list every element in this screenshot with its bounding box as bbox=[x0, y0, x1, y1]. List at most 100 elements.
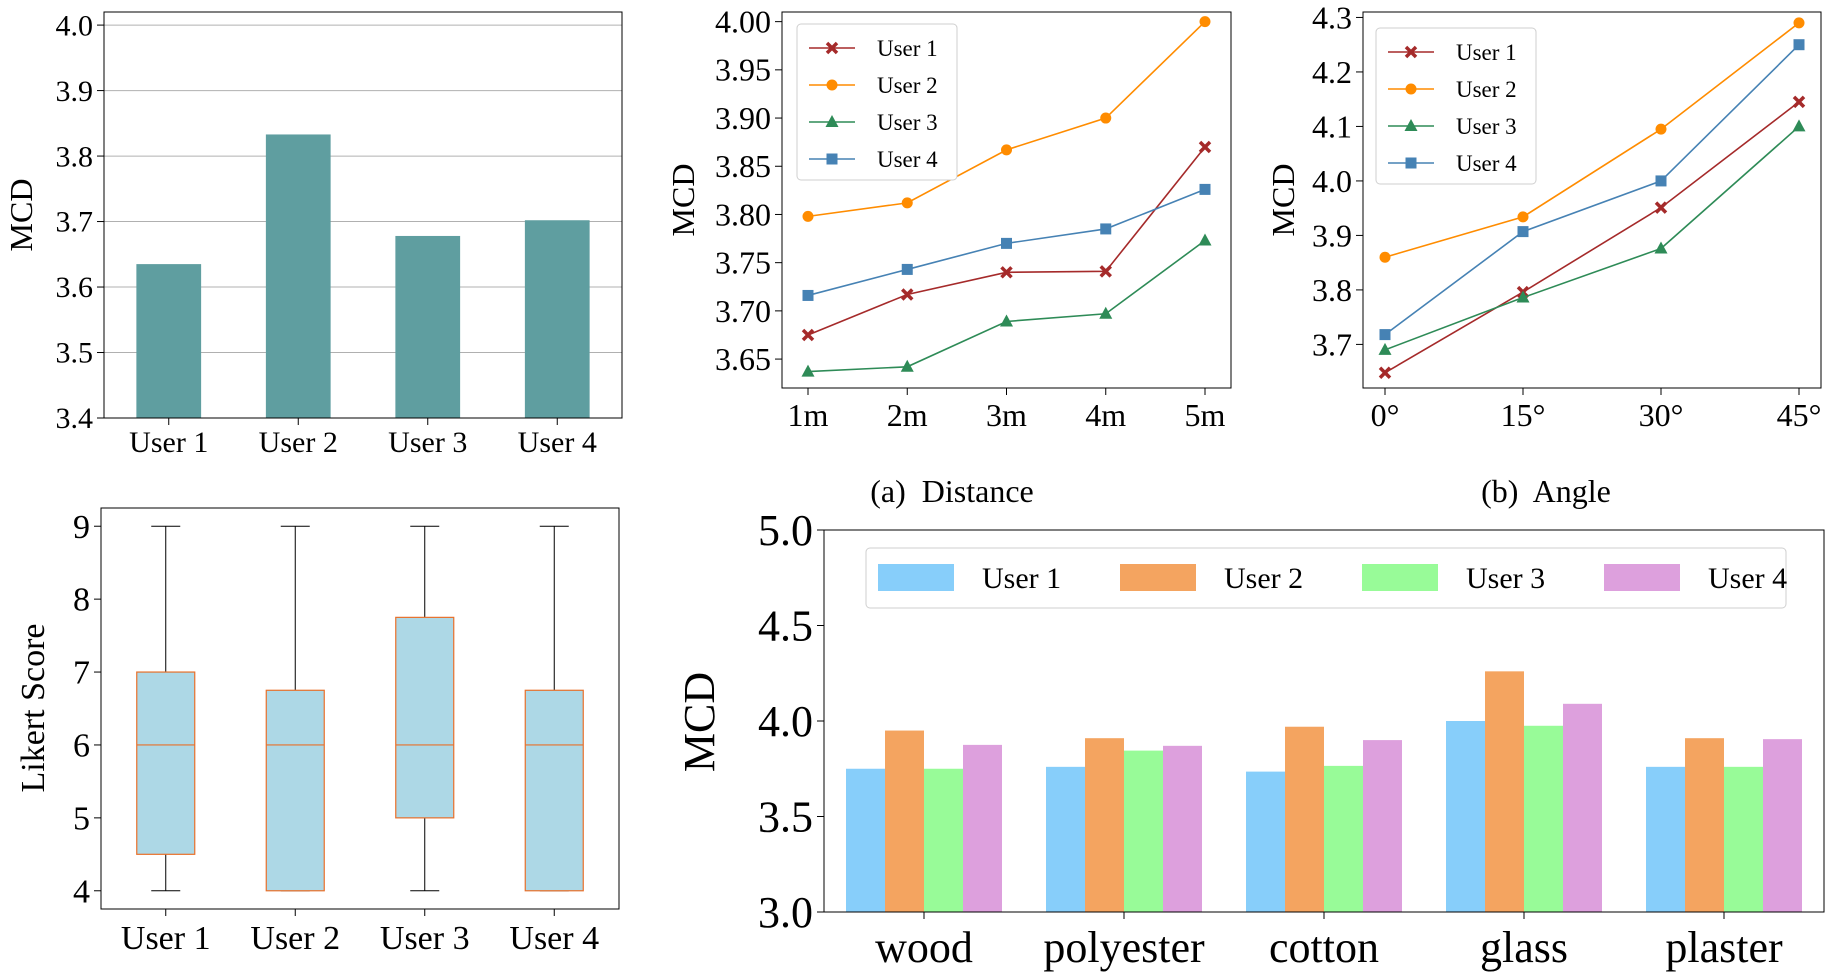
marker-x bbox=[825, 41, 839, 55]
bar bbox=[1685, 738, 1724, 912]
x-tick-label: 5m bbox=[1185, 397, 1226, 433]
bar bbox=[1485, 671, 1524, 912]
bar bbox=[1446, 721, 1485, 912]
marker-triangle bbox=[1404, 119, 1418, 131]
y-axis-label: Likert Score bbox=[15, 624, 52, 793]
marker-x bbox=[1792, 95, 1806, 109]
y-tick-label: 4.1 bbox=[1312, 108, 1352, 144]
y-tick-label: 3.65 bbox=[715, 341, 771, 377]
x-tick-label: 30° bbox=[1639, 397, 1684, 433]
marker-triangle bbox=[1198, 233, 1212, 246]
marker-circle bbox=[1001, 144, 1012, 156]
y-tick-label: 4.0 bbox=[758, 697, 813, 746]
bar bbox=[1324, 765, 1363, 912]
marker-circle bbox=[901, 197, 913, 209]
series-line bbox=[1384, 101, 1800, 374]
y-tick-label: 3.4 bbox=[56, 402, 94, 435]
y-tick-label: 3.0 bbox=[758, 888, 813, 937]
line-chart-angle: MCD (b) Angle 3.7 3.8 3.9 4.0 4.1 4.2 4.3 0° 15°… bbox=[1265, 0, 1822, 509]
marker-x bbox=[1654, 201, 1668, 214]
y-tick-label: 4.00 bbox=[715, 4, 771, 40]
y-tick-label: 8 bbox=[73, 582, 90, 619]
y-tick-label: 3.80 bbox=[715, 196, 771, 232]
marker-triangle bbox=[1792, 119, 1806, 132]
y-axis-label: MCD bbox=[3, 179, 39, 252]
series-line bbox=[1384, 44, 1800, 336]
x-tick-label: 15° bbox=[1501, 397, 1546, 433]
bar bbox=[963, 744, 1002, 912]
x-tick-label: 1m bbox=[788, 397, 829, 433]
y-tick-label: 3.95 bbox=[715, 52, 771, 88]
y-tick-label: 4.3 bbox=[1312, 0, 1352, 35]
y-tick-label: 4 bbox=[73, 873, 90, 910]
marker-x bbox=[801, 328, 815, 342]
marker-square bbox=[802, 289, 814, 301]
box bbox=[136, 671, 196, 855]
legend-label: User 2 bbox=[1456, 77, 1517, 102]
marker-square bbox=[1379, 329, 1391, 341]
x-tick-label: User 2 bbox=[250, 920, 340, 957]
marker-circle bbox=[1100, 112, 1112, 124]
marker-triangle bbox=[825, 115, 839, 127]
bar bbox=[1763, 739, 1802, 912]
y-axis-label: MCD bbox=[675, 672, 724, 772]
marker-triangle bbox=[1516, 290, 1530, 303]
series-line bbox=[807, 239, 1206, 373]
x-tick-label: glass bbox=[1480, 923, 1568, 972]
x-tick-label: wood bbox=[875, 923, 973, 972]
bar bbox=[924, 768, 963, 912]
legend-label: User 3 bbox=[1466, 562, 1545, 595]
y-tick-label: 3.75 bbox=[715, 245, 771, 281]
box bbox=[395, 616, 455, 819]
marker-square bbox=[1100, 223, 1112, 235]
marker-x bbox=[1378, 366, 1392, 379]
box bbox=[524, 689, 584, 892]
marker-square bbox=[1655, 175, 1667, 187]
y-tick-label: 3.70 bbox=[715, 293, 771, 329]
marker-triangle bbox=[1000, 314, 1013, 327]
legend-box bbox=[796, 23, 958, 181]
legend-label: User 4 bbox=[877, 147, 938, 172]
marker-circle bbox=[826, 79, 838, 91]
y-tick-label: 3.6 bbox=[56, 271, 94, 304]
y-tick-label: 6 bbox=[73, 728, 90, 765]
marker-square bbox=[1517, 226, 1529, 238]
y-tick-label: 3.9 bbox=[1312, 217, 1352, 253]
bar bbox=[1724, 766, 1763, 912]
legend-label: User 1 bbox=[1456, 40, 1517, 65]
bar bbox=[846, 768, 885, 912]
marker-square bbox=[901, 263, 913, 275]
x-tick-label: User 3 bbox=[380, 920, 470, 957]
box-plot-likert: Likert Score 4 5 6 7 8 9 User 1 User 2 User 3 Use… bbox=[15, 507, 620, 957]
series-line bbox=[1384, 125, 1800, 351]
legend-label: User 3 bbox=[877, 110, 938, 135]
marker-x bbox=[901, 288, 914, 301]
marker-circle bbox=[1517, 211, 1529, 223]
marker-triangle bbox=[1654, 241, 1668, 254]
y-tick-label: 3.8 bbox=[56, 140, 94, 173]
bar bbox=[1285, 726, 1324, 912]
y-tick-label: 4.2 bbox=[1312, 54, 1352, 90]
legend-label: User 2 bbox=[877, 73, 938, 98]
x-tick-label: User 4 bbox=[518, 426, 597, 459]
marker-triangle bbox=[801, 364, 815, 377]
bar bbox=[395, 235, 461, 418]
marker-square bbox=[826, 153, 838, 165]
bar bbox=[136, 264, 202, 418]
y-tick-label: 3.8 bbox=[1312, 272, 1352, 308]
bar bbox=[1085, 738, 1124, 912]
plot-frame bbox=[100, 507, 620, 910]
y-tick-label: 5.0 bbox=[758, 506, 813, 555]
marker-x bbox=[1404, 45, 1418, 59]
x-tick-label: User 1 bbox=[129, 426, 208, 459]
y-axis-label: MCD bbox=[1265, 164, 1301, 237]
x-tick-label: 0° bbox=[1371, 397, 1400, 433]
legend-swatch bbox=[1604, 564, 1680, 591]
x-tick-label: User 1 bbox=[121, 920, 211, 957]
marker-circle bbox=[1199, 16, 1211, 28]
bar bbox=[1524, 725, 1563, 912]
box bbox=[265, 689, 325, 892]
marker-square bbox=[1793, 39, 1805, 51]
bar bbox=[524, 220, 590, 418]
